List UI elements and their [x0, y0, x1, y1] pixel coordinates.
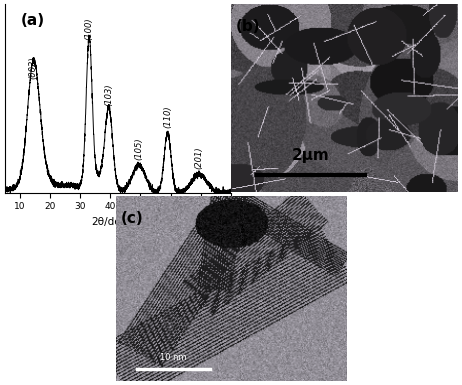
- Text: (105): (105): [134, 137, 143, 160]
- Text: 10 nm: 10 nm: [160, 353, 187, 362]
- Text: (110): (110): [163, 105, 172, 128]
- Text: (b): (b): [236, 19, 261, 34]
- Text: (100): (100): [85, 17, 94, 40]
- Text: (a): (a): [20, 13, 45, 28]
- Text: (201): (201): [195, 147, 204, 169]
- X-axis label: 2θ/degree: 2θ/degree: [91, 217, 144, 227]
- Text: (002): (002): [29, 57, 38, 79]
- Text: (c): (c): [121, 211, 144, 226]
- Text: (103): (103): [104, 84, 113, 106]
- Text: 2μm: 2μm: [292, 148, 329, 163]
